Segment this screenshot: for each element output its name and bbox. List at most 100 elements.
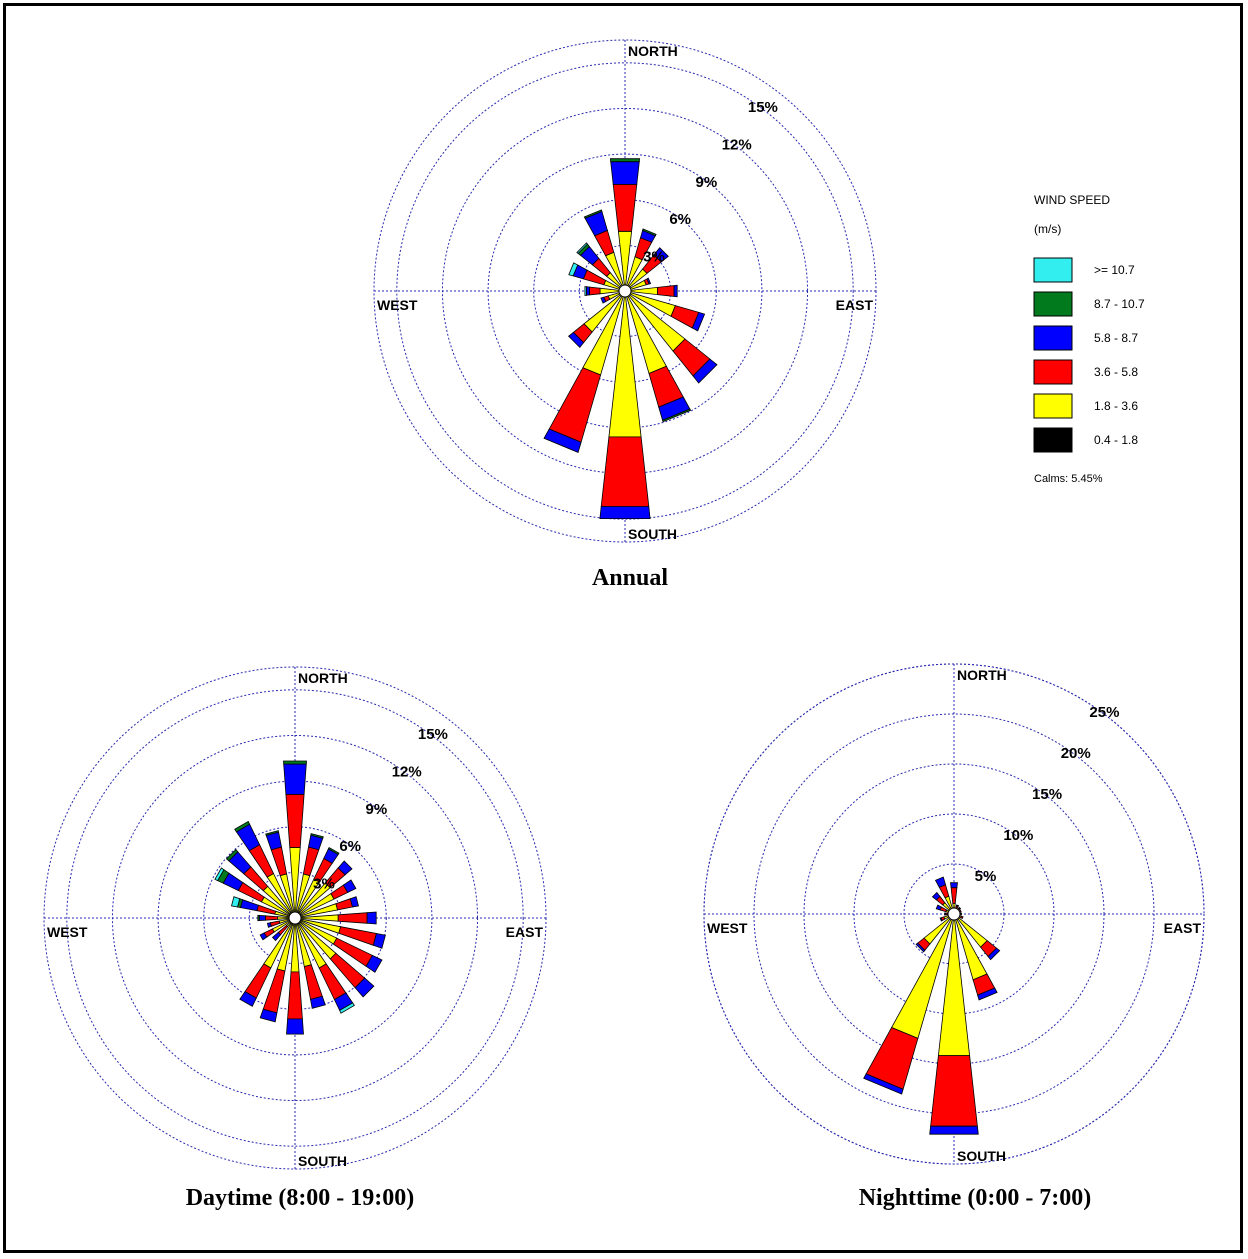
- ring-label: 12%: [722, 136, 752, 153]
- wind-bar-segment: [270, 846, 288, 877]
- wind-bar-segment: [285, 793, 305, 848]
- wind-bar-segment: [266, 922, 272, 928]
- wind-bar-segment: [244, 963, 272, 999]
- wind-bar-segment: [548, 367, 602, 443]
- wind-bar-segment: [303, 964, 323, 1000]
- wind-bar-segment: [265, 830, 280, 836]
- legend-swatch: [1033, 257, 1073, 283]
- direction-label: SOUTH: [628, 526, 677, 542]
- wind-bar-segment: [283, 763, 307, 795]
- wind-bar-segment: [335, 898, 353, 911]
- direction-label: WEST: [377, 297, 418, 313]
- wind-bar-segment: [955, 904, 960, 908]
- wind-bar-segment: [600, 436, 650, 507]
- center-calm-circle: [947, 907, 961, 921]
- ring-label: 12%: [392, 763, 422, 780]
- wind-bar-segment: [934, 876, 946, 888]
- wind-bar-segment: [310, 995, 326, 1009]
- direction-label: WEST: [47, 924, 88, 940]
- direction-label: WEST: [707, 920, 748, 936]
- legend-label: 8.7 - 10.7: [1094, 297, 1145, 311]
- ring-label: 6%: [339, 838, 361, 855]
- direction-label: NORTH: [298, 670, 348, 686]
- wind-bar-segment: [337, 860, 353, 876]
- wind-bar-segment: [692, 358, 718, 384]
- wind-bar-segment: [609, 158, 641, 163]
- wind-bar-segment: [259, 1008, 278, 1023]
- legend-calms: Calms: 5.45%: [1034, 473, 1103, 485]
- wind-bar-segment: [271, 931, 282, 942]
- center-calm-circle: [618, 284, 632, 298]
- wind-bar-segment: [543, 428, 582, 453]
- wind-bar-segment: [657, 285, 675, 297]
- wind-bar-segment: [576, 242, 588, 254]
- grid-ring: [66, 689, 524, 1147]
- ring-label: 5%: [975, 868, 997, 885]
- wind-bar-segment: [302, 846, 320, 877]
- wind-bar-segment: [987, 947, 1001, 961]
- figure-frame: [3, 3, 1243, 1253]
- wind-bar-segment: [231, 896, 241, 908]
- ring-label: 15%: [748, 99, 778, 116]
- annual-wind-rose: 3% 6% 9% 12% 15% NORTH SOUTH EAST WEST: [373, 39, 877, 543]
- wind-bar-segment: [283, 760, 307, 765]
- direction-label: EAST: [506, 924, 544, 940]
- wind-bar-segment: [691, 311, 706, 332]
- wind-bar-segment: [915, 942, 926, 953]
- wind-bar-segment: [585, 286, 590, 296]
- wind-bar-segment: [310, 833, 324, 839]
- wind-bar-segment: [286, 1018, 304, 1035]
- wind-bar-segment: [863, 1073, 904, 1095]
- legend-label: 1.8 - 3.6: [1094, 399, 1138, 413]
- wind-bar-segment: [960, 912, 962, 916]
- ring-label: 15%: [1032, 786, 1062, 803]
- daytime-wind-rose: 3% 6% 9% 12% 15% NORTH SOUTH EAST WEST: [43, 666, 547, 1170]
- ring-label: 10%: [1003, 827, 1033, 844]
- direction-label: NORTH: [957, 667, 1007, 683]
- wind-bar-segment: [339, 1002, 355, 1014]
- legend-title: WIND SPEED: [1034, 193, 1110, 207]
- wind-bar-segment: [653, 247, 669, 263]
- wind-bar-segment: [930, 1055, 978, 1127]
- annual-panel: [360, 10, 1220, 595]
- grid-ring: [487, 153, 763, 429]
- wind-bar-segment: [583, 209, 603, 219]
- ring-label: 9%: [366, 801, 388, 818]
- direction-label: NORTH: [628, 43, 678, 59]
- legend-label: 5.8 - 8.7: [1094, 331, 1138, 345]
- nighttime-caption: Nighttime (0:00 - 7:00): [858, 1185, 1092, 1211]
- legend-unit: (m/s): [1034, 222, 1061, 236]
- nighttime-wind-rose: 5% 10% 15% 20% 25% NORTH SOUTH EAST WEST: [703, 663, 1205, 1165]
- annual-caption: Annual: [591, 565, 669, 591]
- wind-bar-segment: [599, 506, 651, 520]
- wind-bar-segment: [337, 912, 368, 924]
- legend-swatch: [1033, 325, 1073, 351]
- wind-bar-segment: [610, 161, 640, 185]
- wind-bar-segment: [287, 971, 303, 1020]
- wind-bar-segment: [960, 915, 964, 920]
- direction-label: SOUTH: [298, 1153, 347, 1169]
- wind-bar-segment: [240, 899, 259, 912]
- ring-label: 20%: [1061, 745, 1091, 762]
- wind-bar-segment: [944, 912, 947, 916]
- wind-speed-legend: WIND SPEED (m/s) >= 10.7 8.7 - 10.7 5.8 - …: [1033, 193, 1145, 485]
- wind-bar-segment: [646, 277, 652, 285]
- ring-label: 3%: [643, 249, 665, 266]
- grid-ring: [396, 62, 854, 520]
- legend-swatch: [1033, 359, 1073, 385]
- wind-bar-segment: [977, 987, 998, 1001]
- wind-bar-segment: [589, 286, 601, 296]
- legend-swatch: [1033, 427, 1073, 453]
- wind-bar-segment: [234, 820, 251, 833]
- wind-bar-segment: [568, 262, 579, 277]
- wind-bar-segment: [327, 846, 340, 856]
- wind-bar-segment: [258, 914, 266, 922]
- wind-bar-segment: [584, 286, 587, 296]
- wind-bar-segment: [365, 954, 383, 973]
- wind-bar-segment: [612, 183, 638, 232]
- wind-bar-segment: [939, 917, 943, 922]
- wind-bar-segment: [600, 296, 607, 304]
- wind-bar-segment: [269, 920, 281, 927]
- ring-label: 25%: [1089, 704, 1119, 721]
- direction-label: SOUTH: [957, 1148, 1006, 1164]
